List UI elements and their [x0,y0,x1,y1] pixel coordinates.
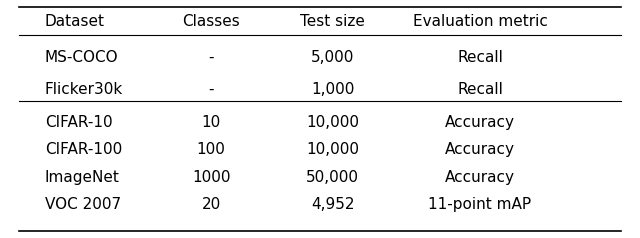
Text: Accuracy: Accuracy [445,170,515,185]
Text: 20: 20 [202,197,221,212]
Text: 4,952: 4,952 [311,197,355,212]
Text: Test size: Test size [300,14,365,29]
Text: 100: 100 [196,142,226,158]
Text: 10: 10 [202,115,221,130]
Text: CIFAR-10: CIFAR-10 [45,115,113,130]
Text: Flicker30k: Flicker30k [45,82,123,97]
Text: 10,000: 10,000 [307,115,359,130]
Text: Dataset: Dataset [45,14,105,29]
Text: Recall: Recall [457,50,503,65]
Text: Recall: Recall [457,82,503,97]
Text: CIFAR-100: CIFAR-100 [45,142,122,158]
Text: VOC 2007: VOC 2007 [45,197,121,212]
Text: 5,000: 5,000 [311,50,355,65]
Text: 50,000: 50,000 [307,170,359,185]
Text: ImageNet: ImageNet [45,170,120,185]
Text: Classes: Classes [182,14,240,29]
Text: -: - [209,50,214,65]
Text: Evaluation metric: Evaluation metric [413,14,547,29]
Text: Accuracy: Accuracy [445,115,515,130]
Text: 1000: 1000 [192,170,230,185]
Text: 1,000: 1,000 [311,82,355,97]
Text: 11-point mAP: 11-point mAP [428,197,532,212]
Text: Accuracy: Accuracy [445,142,515,158]
Text: -: - [209,82,214,97]
Text: MS-COCO: MS-COCO [45,50,118,65]
Text: 10,000: 10,000 [307,142,359,158]
